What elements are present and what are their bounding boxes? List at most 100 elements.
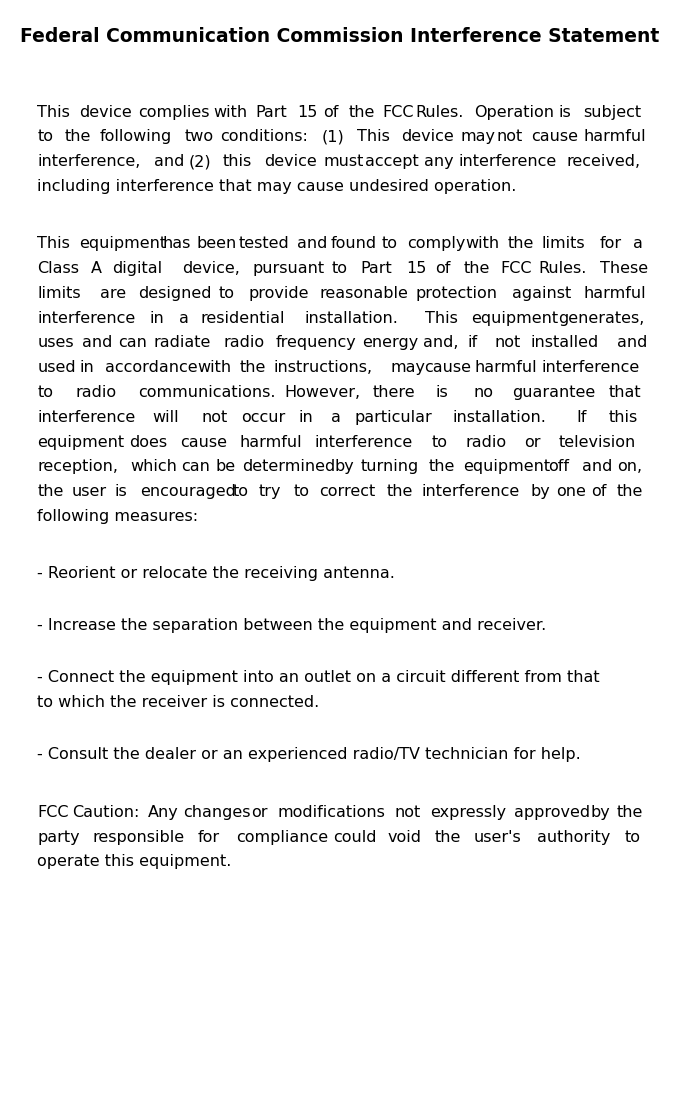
Text: if: if <box>467 336 477 351</box>
Text: in: in <box>79 361 94 375</box>
Text: device: device <box>79 105 132 119</box>
Text: void: void <box>388 830 422 845</box>
Text: tested: tested <box>238 236 289 251</box>
Text: with: with <box>465 236 500 251</box>
Text: occur: occur <box>242 410 286 425</box>
Text: approved: approved <box>514 804 590 820</box>
Text: try: try <box>259 484 281 500</box>
Text: the: the <box>37 484 64 500</box>
Text: expressly: expressly <box>430 804 506 820</box>
Text: to: to <box>625 830 641 845</box>
Text: or: or <box>251 804 268 820</box>
Text: could: could <box>333 830 376 845</box>
Text: A: A <box>91 261 102 277</box>
Text: 15: 15 <box>406 261 426 277</box>
Text: operate this equipment.: operate this equipment. <box>37 855 232 869</box>
Text: installation.: installation. <box>304 310 398 326</box>
Text: installed: installed <box>531 336 599 351</box>
Text: to: to <box>233 484 249 500</box>
Text: the: the <box>617 484 643 500</box>
Text: equipment: equipment <box>471 310 558 326</box>
Text: Any: Any <box>148 804 179 820</box>
Text: this: this <box>608 410 638 425</box>
Text: changes: changes <box>183 804 251 820</box>
Text: reception,: reception, <box>37 459 118 474</box>
Text: energy: energy <box>362 336 418 351</box>
Text: instructions,: instructions, <box>274 361 373 375</box>
Text: responsible: responsible <box>92 830 185 845</box>
Text: cause: cause <box>180 435 227 449</box>
Text: equipment: equipment <box>463 459 551 474</box>
Text: This: This <box>425 310 458 326</box>
Text: FCC: FCC <box>37 804 69 820</box>
Text: or: or <box>525 435 541 449</box>
Text: user: user <box>72 484 107 500</box>
Text: These: These <box>600 261 648 277</box>
Text: may: may <box>390 361 425 375</box>
Text: of: of <box>435 261 450 277</box>
Text: by: by <box>530 484 550 500</box>
Text: of: of <box>591 484 606 500</box>
Text: protection: protection <box>416 286 498 301</box>
Text: interference: interference <box>314 435 413 449</box>
Text: device: device <box>401 129 454 144</box>
Text: the: the <box>507 236 534 251</box>
Text: to which the receiver is connected.: to which the receiver is connected. <box>37 695 320 710</box>
Text: this: this <box>222 154 251 169</box>
Text: - Increase the separation between the equipment and receiver.: - Increase the separation between the eq… <box>37 619 547 634</box>
Text: to: to <box>37 129 54 144</box>
Text: This: This <box>357 129 390 144</box>
Text: radio: radio <box>75 385 117 400</box>
Text: must: must <box>323 154 364 169</box>
Text: particular: particular <box>354 410 432 425</box>
Text: to: to <box>382 236 397 251</box>
Text: Federal Communication Commission Interference Statement: Federal Communication Commission Interfe… <box>20 27 659 46</box>
Text: to: to <box>37 385 54 400</box>
Text: radio: radio <box>223 336 264 351</box>
Text: will: will <box>153 410 179 425</box>
Text: However,: However, <box>285 385 361 400</box>
Text: If: If <box>576 410 587 425</box>
Text: accordance: accordance <box>105 361 198 375</box>
Text: harmful: harmful <box>239 435 301 449</box>
Text: that: that <box>608 385 641 400</box>
Text: interference,: interference, <box>37 154 141 169</box>
Text: interference: interference <box>421 484 519 500</box>
Text: the: the <box>240 361 266 375</box>
Text: uses: uses <box>37 336 74 351</box>
Text: the: the <box>348 105 375 119</box>
Text: digital: digital <box>112 261 162 277</box>
Text: to: to <box>218 286 234 301</box>
Text: the: the <box>65 129 91 144</box>
Text: with: with <box>198 361 232 375</box>
Text: comply: comply <box>407 236 465 251</box>
Text: FCC: FCC <box>382 105 414 119</box>
Text: the: the <box>435 830 461 845</box>
Text: the: the <box>617 804 643 820</box>
Text: in: in <box>150 310 164 326</box>
Text: can: can <box>117 336 147 351</box>
Text: the: the <box>387 484 414 500</box>
Text: Part: Part <box>361 261 392 277</box>
Text: not: not <box>495 336 521 351</box>
Text: user's: user's <box>473 830 521 845</box>
Text: and: and <box>154 154 185 169</box>
Text: for: for <box>198 830 219 845</box>
Text: may: may <box>461 129 496 144</box>
Text: (2): (2) <box>188 154 211 169</box>
Text: FCC: FCC <box>501 261 532 277</box>
Text: interference: interference <box>458 154 557 169</box>
Text: following measures:: following measures: <box>37 508 198 524</box>
Text: Caution:: Caution: <box>72 804 139 820</box>
Text: - Consult the dealer or an experienced radio/TV technician for help.: - Consult the dealer or an experienced r… <box>37 748 581 762</box>
Text: there: there <box>373 385 416 400</box>
Text: authority: authority <box>536 830 610 845</box>
Text: to: to <box>293 484 309 500</box>
Text: by: by <box>335 459 354 474</box>
Text: not: not <box>201 410 227 425</box>
Text: radiate: radiate <box>154 336 211 351</box>
Text: guarantee: guarantee <box>512 385 595 400</box>
Text: residential: residential <box>200 310 285 326</box>
Text: provide: provide <box>248 286 309 301</box>
Text: compliance: compliance <box>236 830 328 845</box>
